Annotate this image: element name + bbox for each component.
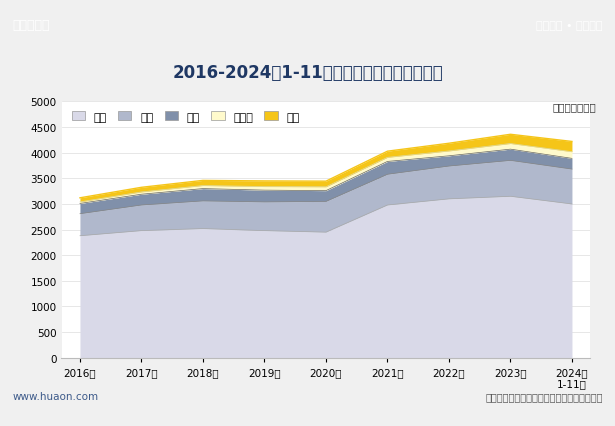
Text: 单位：亿千瓦时: 单位：亿千瓦时 [553,101,597,112]
Text: 专业严谨 • 客观科学: 专业严谨 • 客观科学 [536,20,603,31]
Text: www.huaon.com: www.huaon.com [12,391,98,401]
Legend: 火力, 核能, 水力, 太阳能, 风力: 火力, 核能, 水力, 太阳能, 风力 [67,108,304,127]
Text: 数据来源：国家统计局，华经产业研究院整理: 数据来源：国家统计局，华经产业研究院整理 [485,391,603,401]
Text: 华经情报网: 华经情报网 [12,19,50,32]
Text: 2016-2024年1-11月浙江省各发电类型发电量: 2016-2024年1-11月浙江省各发电类型发电量 [172,63,443,81]
